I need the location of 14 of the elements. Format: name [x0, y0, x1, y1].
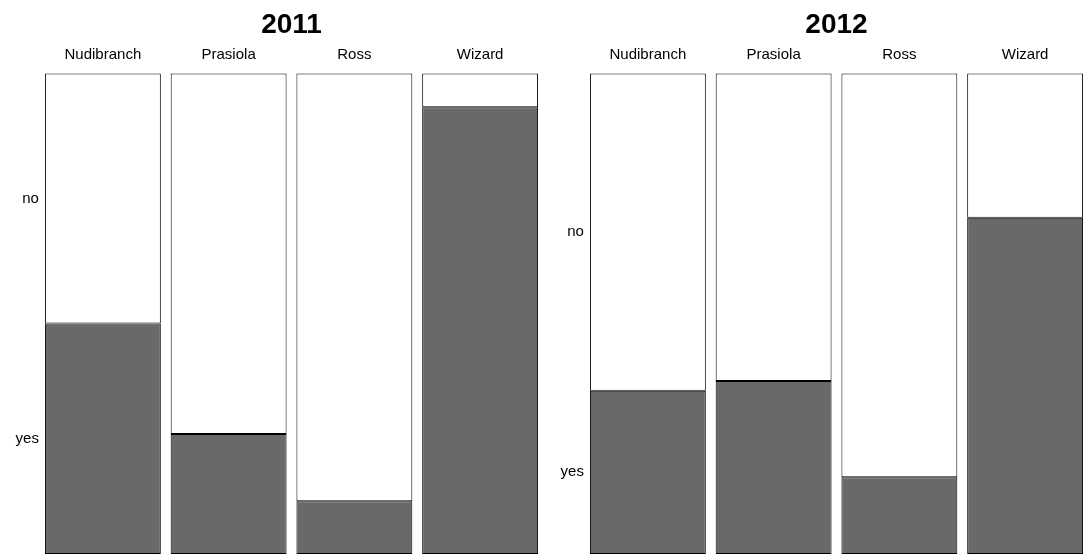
- x-tick-label: Prasiola: [746, 44, 802, 62]
- series-label: yes: [15, 428, 39, 446]
- series-label: no: [22, 188, 39, 206]
- series-label: no: [567, 222, 584, 240]
- chart-title: 2011: [261, 7, 322, 39]
- x-tick-label: Ross: [337, 44, 372, 62]
- x-tick-label: Nudibranch: [64, 44, 142, 62]
- x-tick-label: Wizard: [1001, 44, 1049, 62]
- x-tick-label: Wizard: [456, 44, 504, 62]
- series-label: yes: [560, 462, 584, 480]
- x-tick-label: Nudibranch: [609, 44, 687, 62]
- x-tick-label: Prasiola: [201, 44, 257, 62]
- x-tick-label: Ross: [882, 44, 917, 62]
- chart-title: 2012: [805, 7, 868, 39]
